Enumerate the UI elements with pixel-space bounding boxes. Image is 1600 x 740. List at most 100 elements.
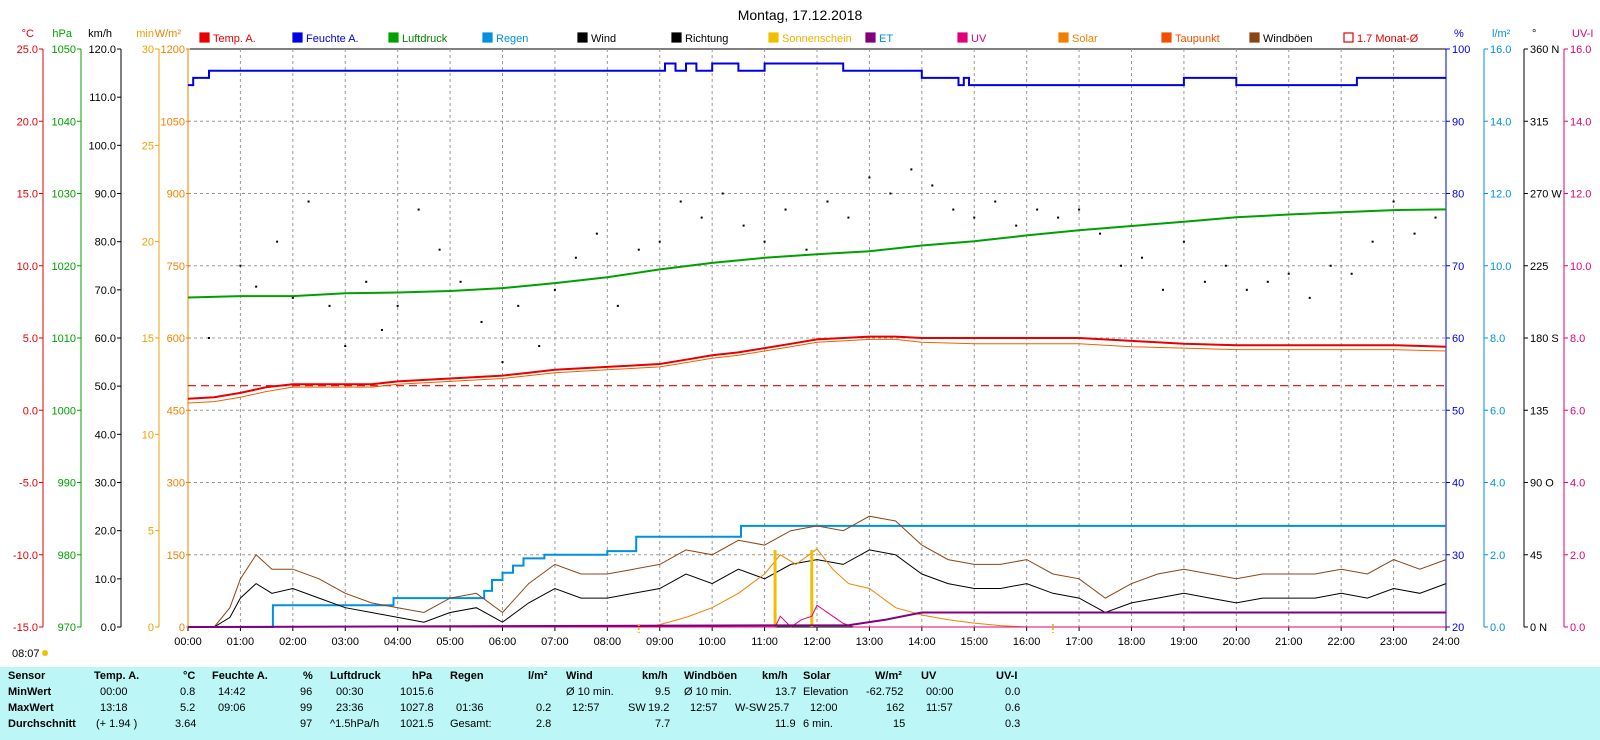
stats-row-min: MinWert	[8, 686, 52, 698]
dewpoint-line	[187, 338, 1447, 404]
left-axis-tick-label: -10.0	[13, 550, 38, 562]
direction-point	[480, 320, 483, 323]
direction-point	[207, 337, 210, 339]
stats-wind-header: Wind	[566, 670, 593, 682]
left-axis-tick-label: -5.0	[19, 478, 38, 490]
legend-label: Solar	[1072, 33, 1098, 45]
right-axis-tick-label: 80	[1452, 189, 1464, 201]
direction-point	[1392, 200, 1395, 203]
right-axis-unit: l/m²	[1492, 28, 1511, 40]
chart-title: Montag, 17.12.2018	[738, 7, 863, 23]
right-axis-tick-label: 0.0	[1570, 622, 1585, 634]
direction-point	[1266, 280, 1269, 283]
solar-line	[188, 548, 1446, 628]
left-axis-tick-label: 110.0	[89, 92, 116, 104]
left-axis-tick-label: 25.0	[17, 44, 38, 56]
stats-rain-max-value: 0.2	[536, 702, 552, 714]
legend-swatch	[1161, 32, 1172, 43]
right-axis-tick-label: 90	[1452, 116, 1464, 128]
direction-point	[1057, 216, 1060, 219]
direction-point	[889, 192, 892, 195]
legend-label: Temp. A.	[213, 33, 256, 45]
direction-point	[700, 216, 703, 219]
right-axis-tick-label: 10.0	[1490, 261, 1511, 273]
stats-rain-header: Regen	[450, 670, 484, 682]
right-axis-tick-label: 16.0	[1570, 44, 1591, 56]
direction-point	[1182, 240, 1185, 243]
direction-point	[994, 200, 997, 203]
right-axis-tick-label: 45	[1530, 550, 1542, 562]
direction-point	[1140, 256, 1143, 259]
right-axis-tick-label: 20	[1452, 622, 1464, 634]
left-axis-tick-label: 15.0	[17, 189, 38, 201]
stats-wind-avg-value: 7.7	[655, 718, 671, 730]
right-axis-tick-label: 315	[1530, 116, 1548, 128]
direction-point	[1224, 264, 1227, 267]
stats-gusts-min-label: Ø 10 min.	[684, 686, 732, 698]
stats-wind-max-time: 12:57	[572, 702, 600, 714]
right-axis-tick-label: 50	[1452, 405, 1464, 417]
legend-label: Sonnenschein	[782, 33, 852, 45]
stats-temp-max-time: 13:18	[100, 702, 128, 714]
left-axis-tick-label: 15	[142, 333, 154, 345]
stats-temp-avg-note: (+ 1.94 )	[96, 718, 138, 730]
left-axis-tick-label: 1030	[52, 189, 76, 201]
x-tick-label: 05:00	[436, 636, 464, 648]
stats-humidity-max-time: 09:06	[218, 702, 246, 714]
direction-point	[952, 208, 955, 211]
stats-solar-header: Solar	[803, 670, 831, 682]
direction-point	[344, 345, 347, 348]
legend-label: Taupunkt	[1175, 33, 1220, 45]
stats-pressure-trend: ^1.5hPa/h	[330, 718, 380, 730]
statistics-panel: Sensor MinWert MaxWert Durchschnitt Temp…	[0, 667, 1600, 740]
direction-point	[1099, 232, 1102, 235]
left-axis-tick-label: 450	[167, 405, 185, 417]
direction-point	[721, 192, 724, 195]
right-axis-tick-label: 4.0	[1490, 478, 1505, 490]
et-line	[187, 611, 1446, 628]
right-axis-tick-label: 60	[1452, 333, 1464, 345]
stats-solar-avg-label: 6 min.	[803, 718, 833, 730]
right-axis-unit: UV-I	[1572, 28, 1593, 40]
right-axis-tick-label: 16.0	[1490, 44, 1511, 56]
direction-point	[679, 200, 682, 203]
direction-point	[595, 232, 598, 235]
direction-point	[658, 240, 661, 243]
stats-gusts-avg-value: 11.9	[775, 718, 796, 730]
direction-point	[1308, 296, 1311, 299]
rain-line	[188, 524, 1446, 628]
direction-point	[910, 168, 913, 171]
direction-point	[931, 184, 934, 187]
x-tick-label: 11:00	[751, 636, 778, 648]
left-axis-tick-label: 1010	[52, 333, 76, 345]
right-axis-tick-label: 6.0	[1570, 405, 1585, 417]
stats-rain-total-value: 2.8	[536, 718, 552, 730]
legend-swatch	[388, 32, 399, 43]
direction-point	[784, 208, 787, 211]
stats-uv-avg-value: 0.3	[1005, 718, 1021, 730]
direction-point	[637, 248, 640, 251]
stats-pressure-max-value: 1027.8	[400, 702, 434, 714]
right-axis-unit: %	[1454, 28, 1464, 40]
direction-point	[291, 296, 294, 299]
x-tick-label: 16:00	[1013, 636, 1041, 648]
left-axis-tick-label: 50.0	[95, 381, 116, 393]
x-tick-label: 22:00	[1327, 636, 1355, 648]
direction-point	[239, 264, 242, 267]
stats-wind-min-label: Ø 10 min.	[566, 686, 614, 698]
gusts-line	[188, 515, 1447, 628]
direction-point	[868, 176, 871, 179]
legend-label: Luftdruck	[402, 33, 448, 45]
stats-gusts-max-time: 12:57	[690, 702, 718, 714]
right-axis-tick-label: 8.0	[1570, 333, 1585, 345]
left-axis-unit: °C	[22, 28, 34, 40]
left-axis-tick-label: 0.0	[101, 622, 116, 634]
left-axis-tick-label: 1040	[52, 116, 76, 128]
sunshine-bar	[773, 549, 777, 627]
time-label: 08:07	[12, 648, 40, 660]
legend-swatch	[865, 32, 876, 43]
x-tick-label: 23:00	[1380, 636, 1408, 648]
left-axis-tick-label: 40.0	[95, 429, 116, 441]
x-tick-label: 03:00	[331, 636, 359, 648]
x-tick-label: 02:00	[279, 636, 307, 648]
